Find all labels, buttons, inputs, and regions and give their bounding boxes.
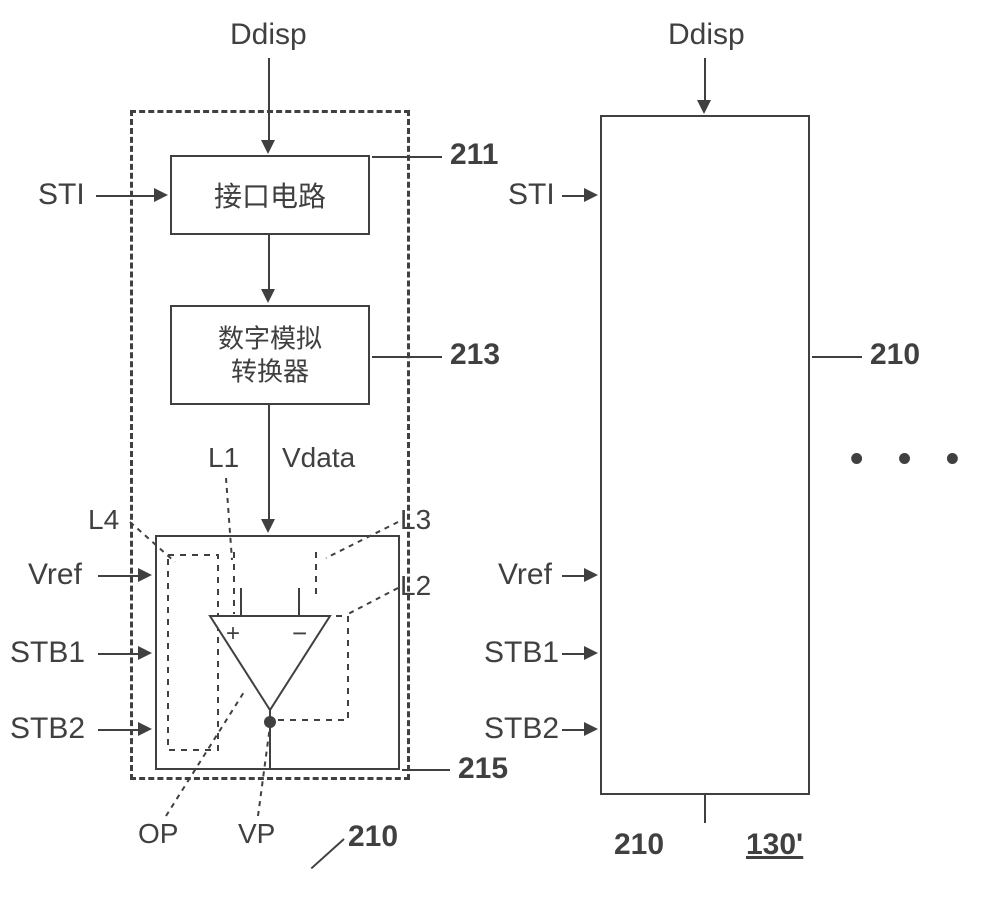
right-sti-line xyxy=(562,195,586,197)
right-stb1-arrow xyxy=(584,646,598,660)
right-out-line xyxy=(704,795,706,823)
left-stb1-line xyxy=(98,653,140,655)
vp-label: VP xyxy=(238,818,275,850)
left-stb2-line xyxy=(98,729,140,731)
right-bottom-130: 130' xyxy=(746,828,803,862)
right-stb2-line xyxy=(562,729,586,731)
leader-left-210 xyxy=(311,838,345,869)
right-bottom-210: 210 xyxy=(614,828,664,862)
box-211-text: 接口电路 xyxy=(214,175,326,215)
ref-213: 213 xyxy=(450,338,500,372)
left-sti-arrow xyxy=(154,188,168,202)
right-sti-label: STI xyxy=(508,178,555,212)
leader-right-210 xyxy=(812,356,862,358)
arrow-211-213-line xyxy=(268,235,270,291)
ellipsis-dots: • • • xyxy=(850,438,971,481)
l3-label: L3 xyxy=(400,504,431,536)
box-dac: 数字模拟转换器 xyxy=(170,305,370,405)
right-stb2-label: STB2 xyxy=(484,712,559,746)
arrow-213-215-line xyxy=(268,405,270,521)
arrow-213-215-head xyxy=(261,519,275,533)
box-interface-circuit: 接口电路 xyxy=(170,155,370,235)
right-vref-label: Vref xyxy=(498,558,552,592)
left-stb2-label: STB2 xyxy=(10,712,85,746)
right-ddisp-arrow xyxy=(697,100,711,114)
right-vref-line xyxy=(562,575,586,577)
right-ddisp-label: Ddisp xyxy=(668,18,745,52)
opamp-minus: − xyxy=(292,618,307,649)
l4-label: L4 xyxy=(88,504,119,536)
right-sti-arrow xyxy=(584,188,598,202)
left-vref-label: Vref xyxy=(28,558,82,592)
left-stb1-arrow xyxy=(138,646,152,660)
left-ddisp-label: Ddisp xyxy=(230,18,307,52)
right-stb2-arrow xyxy=(584,722,598,736)
ref-211: 211 xyxy=(450,138,498,172)
box-213-text: 数字模拟转换器 xyxy=(218,323,322,388)
right-stb1-line xyxy=(562,653,586,655)
diagram-stage: Ddisp 接口电路 211 STI 数字模拟转换器 213 Vdata 215… xyxy=(0,0,1000,910)
vp-node-dot xyxy=(264,716,276,728)
left-vref-line xyxy=(98,575,140,577)
left-sti-label: STI xyxy=(38,178,85,212)
right-stb1-label: STB1 xyxy=(484,636,559,670)
ref-215: 215 xyxy=(458,752,508,786)
l1-label: L1 xyxy=(208,442,239,474)
arrow-211-213-head xyxy=(261,289,275,303)
left-stb1-label: STB1 xyxy=(10,636,85,670)
right-ddisp-line xyxy=(704,58,706,102)
leader-215 xyxy=(402,769,450,771)
ref-left-210: 210 xyxy=(348,820,398,854)
op-label: OP xyxy=(138,818,178,850)
right-vref-arrow xyxy=(584,568,598,582)
right-box xyxy=(600,115,810,795)
opamp-plus: + xyxy=(226,620,240,648)
leader-211 xyxy=(372,156,442,158)
left-vref-arrow xyxy=(138,568,152,582)
l2-label: L2 xyxy=(400,570,431,602)
leader-213 xyxy=(372,356,442,358)
left-sti-line xyxy=(96,195,156,197)
vdata-label: Vdata xyxy=(282,442,355,474)
ref-right-210: 210 xyxy=(870,338,920,372)
left-stb2-arrow xyxy=(138,722,152,736)
